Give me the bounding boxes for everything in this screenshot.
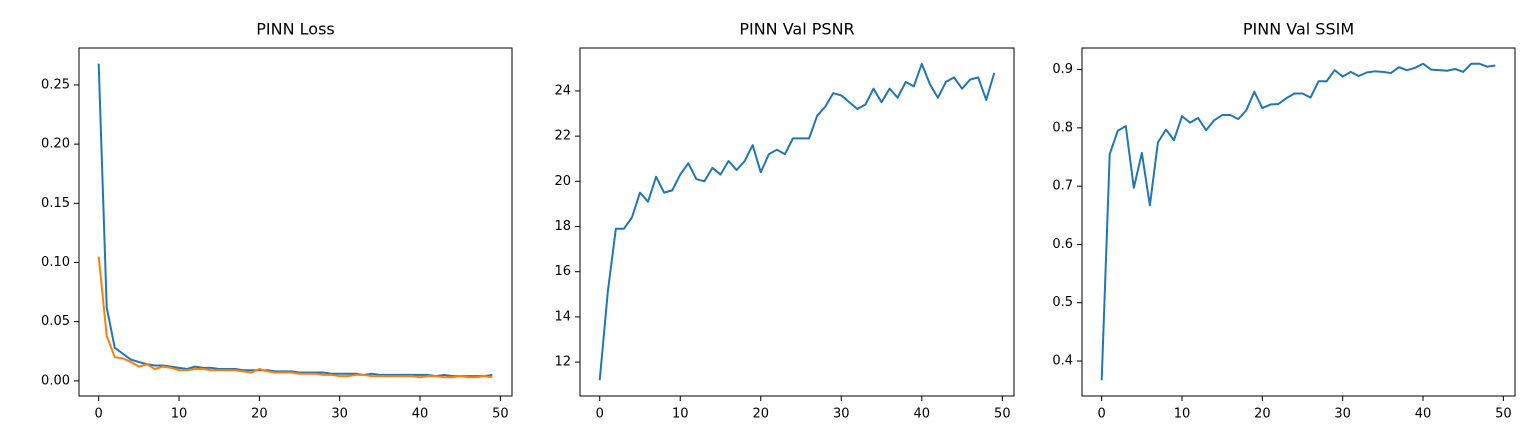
y-tick-label: 12 [554, 355, 571, 370]
x-tick-label: 30 [833, 407, 850, 422]
y-tick-label: 0.00 [41, 373, 70, 388]
y-tick-label: 0.20 [41, 137, 70, 152]
chart-title: PINN Val SSIM [1243, 20, 1354, 39]
y-tick-label: 0.15 [41, 196, 70, 211]
line-series [97, 63, 493, 378]
line-series [598, 62, 996, 381]
y-tick-label: 0.9 [1052, 62, 1073, 77]
y-tick-label: 0.10 [41, 255, 70, 270]
x-tick-label: 50 [1495, 407, 1512, 422]
y-tick-label: 18 [554, 219, 571, 234]
y-tick-label: 22 [554, 129, 571, 144]
axes-frame [78, 47, 513, 397]
x-tick-label: 40 [412, 407, 429, 422]
x-tick-label: 20 [1254, 407, 1271, 422]
y-tick-label: 0.5 [1052, 295, 1073, 310]
y-tick-label: 0.6 [1052, 237, 1073, 252]
axes-frame [579, 47, 1015, 397]
y-tick-label: 24 [554, 83, 571, 98]
y-tick-label: 0.8 [1052, 120, 1073, 135]
y-tick-label: 16 [554, 264, 571, 279]
x-tick-label: 0 [596, 407, 604, 422]
x-tick-label: 50 [492, 407, 509, 422]
line-series [97, 256, 493, 379]
x-tick-label: 40 [914, 407, 931, 422]
x-tick-label: 30 [331, 407, 348, 422]
y-tick-label: 0.25 [41, 77, 70, 92]
y-tick-label: 0.7 [1052, 179, 1073, 194]
chart-title: PINN Val PSNR [739, 20, 854, 39]
x-tick-label: 0 [1098, 407, 1106, 422]
chart-title: PINN Loss [256, 20, 334, 39]
x-tick-label: 50 [994, 407, 1011, 422]
y-tick-label: 14 [554, 309, 571, 324]
x-tick-label: 10 [672, 407, 689, 422]
axes-frame [1081, 47, 1516, 397]
y-tick-label: 0.05 [41, 314, 70, 329]
x-tick-label: 10 [171, 407, 188, 422]
y-tick-label: 0.4 [1052, 354, 1073, 369]
line-series [1100, 62, 1496, 381]
x-tick-label: 30 [1334, 407, 1351, 422]
x-tick-label: 0 [95, 407, 103, 422]
x-tick-label: 20 [752, 407, 769, 422]
y-tick-label: 20 [554, 174, 571, 189]
x-tick-label: 40 [1415, 407, 1432, 422]
x-tick-label: 20 [251, 407, 268, 422]
x-tick-label: 10 [1174, 407, 1191, 422]
